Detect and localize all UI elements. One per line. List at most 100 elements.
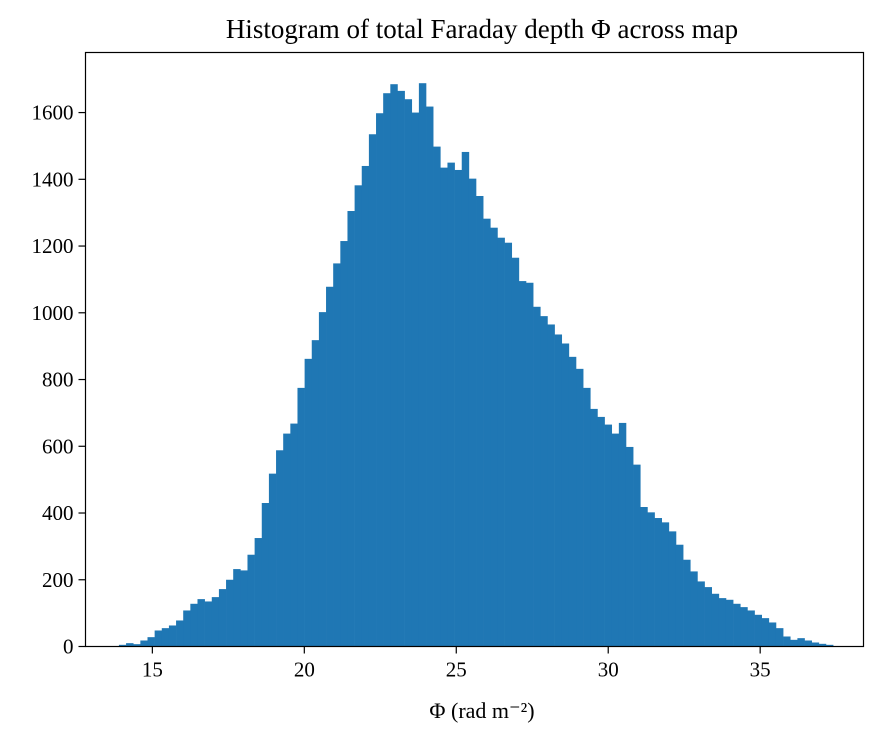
- histogram-bar: [226, 579, 234, 647]
- x-tick-label: 25: [446, 658, 467, 682]
- histogram-bar: [240, 570, 248, 647]
- histogram-bar: [418, 83, 427, 647]
- histogram-bar: [790, 639, 798, 647]
- histogram-bar: [318, 312, 327, 647]
- histogram-bar: [490, 227, 498, 647]
- histogram-bar: [625, 446, 634, 647]
- histogram-bar: [254, 538, 263, 647]
- histogram-bar: [133, 644, 141, 647]
- histogram-bar: [604, 424, 613, 647]
- histogram-bar: [547, 324, 555, 647]
- histogram-bar: [783, 636, 791, 647]
- histogram-bar: [825, 644, 834, 647]
- x-axis-label: Φ (rad m⁻²): [429, 698, 534, 723]
- histogram-bar: [147, 637, 155, 647]
- histogram-bar: [811, 642, 820, 647]
- x-tick-label: 15: [142, 658, 163, 682]
- histogram-bar: [297, 387, 305, 647]
- histogram-bar: [368, 134, 377, 647]
- histogram-bar: [197, 599, 205, 647]
- histogram-bar: [326, 286, 334, 647]
- y-tick-label: 1200: [32, 234, 74, 258]
- histogram-bar: [447, 162, 455, 647]
- y-tick-label: 1400: [32, 167, 74, 191]
- histogram-bar: [711, 593, 720, 647]
- histogram-bar: [276, 450, 284, 647]
- histogram-bar: [190, 603, 198, 647]
- histogram-bar: [568, 356, 577, 647]
- histogram-bar: [261, 503, 270, 647]
- histogram-bar: [154, 630, 163, 647]
- histogram-bar: [290, 423, 298, 647]
- histogram-bar: [433, 146, 441, 647]
- histogram-bar: [233, 569, 241, 647]
- histogram-bar: [211, 597, 220, 647]
- histogram-bar: [411, 112, 420, 647]
- histogram-bar: [218, 589, 227, 647]
- histogram-bar: [176, 620, 184, 647]
- histogram-bar: [590, 408, 598, 647]
- histogram-bar: [540, 316, 548, 647]
- histogram-bar: [561, 343, 570, 647]
- y-tick-label: 1000: [32, 301, 74, 325]
- histogram-bar: [118, 644, 127, 647]
- histogram-bar: [683, 559, 691, 647]
- histogram-bar: [690, 571, 698, 647]
- histogram-bar: [818, 643, 827, 647]
- histogram-bar: [640, 507, 648, 647]
- histogram-bar: [733, 603, 741, 647]
- histogram-bar: [518, 281, 527, 647]
- histogram-bar: [654, 518, 663, 647]
- histogram-bar: [347, 211, 355, 647]
- histogram-bar: [797, 638, 805, 647]
- histogram-bar: [161, 628, 170, 647]
- histogram-bar: [511, 257, 520, 647]
- histogram-bar: [404, 99, 413, 647]
- y-tick-label: 1600: [32, 101, 74, 125]
- histogram-bar: [583, 387, 591, 647]
- histogram-bar: [483, 218, 491, 647]
- histogram-bar: [390, 84, 398, 647]
- histogram-bar: [454, 169, 463, 647]
- histogram-bar: [283, 433, 291, 647]
- histogram-bar: [718, 598, 727, 647]
- histogram-bar: [440, 167, 448, 647]
- histogram-bar: [247, 554, 255, 647]
- histogram-bar: [611, 433, 620, 647]
- histogram-bar: [675, 544, 684, 647]
- histogram-bar: [633, 464, 641, 647]
- x-axis-ticks: 15 20 25 30 35: [142, 646, 771, 682]
- histogram-bar: [554, 334, 563, 647]
- histogram-bar: [383, 93, 391, 647]
- histogram-bar: [668, 531, 677, 647]
- histogram-bar: [476, 195, 484, 647]
- histogram-bar: [183, 610, 191, 647]
- histogram-bar: [504, 242, 513, 647]
- histogram-bar: [426, 106, 434, 647]
- histogram-bar: [340, 241, 348, 647]
- histogram-bar: [740, 607, 748, 647]
- histogram-bar: [768, 622, 777, 647]
- x-tick-label: 35: [750, 658, 771, 682]
- histogram-bar: [533, 306, 541, 647]
- histogram-bar: [361, 165, 370, 647]
- histogram-bar: [704, 587, 712, 647]
- y-tick-label: 600: [42, 434, 74, 458]
- histogram-bar: [647, 512, 655, 647]
- histogram-bar: [126, 643, 134, 647]
- histogram-bar: [804, 640, 812, 647]
- histogram-bar: [333, 263, 341, 647]
- histogram-bar: [304, 358, 313, 647]
- histogram-bar: [754, 614, 762, 647]
- y-axis-ticks: 0 200 400 600 800 1000 1200 1400 1600: [32, 101, 86, 659]
- histogram-bar: [761, 618, 770, 647]
- histogram-bar: [576, 368, 584, 647]
- histogram-bar: [597, 416, 605, 647]
- histogram-bar: [168, 625, 177, 647]
- chart-title: Histogram of total Faraday depth Φ acros…: [226, 14, 738, 44]
- histogram-bar: [268, 473, 277, 647]
- histogram-bar: [618, 422, 627, 647]
- histogram-bar: [140, 640, 148, 647]
- histogram-bar: [397, 90, 405, 647]
